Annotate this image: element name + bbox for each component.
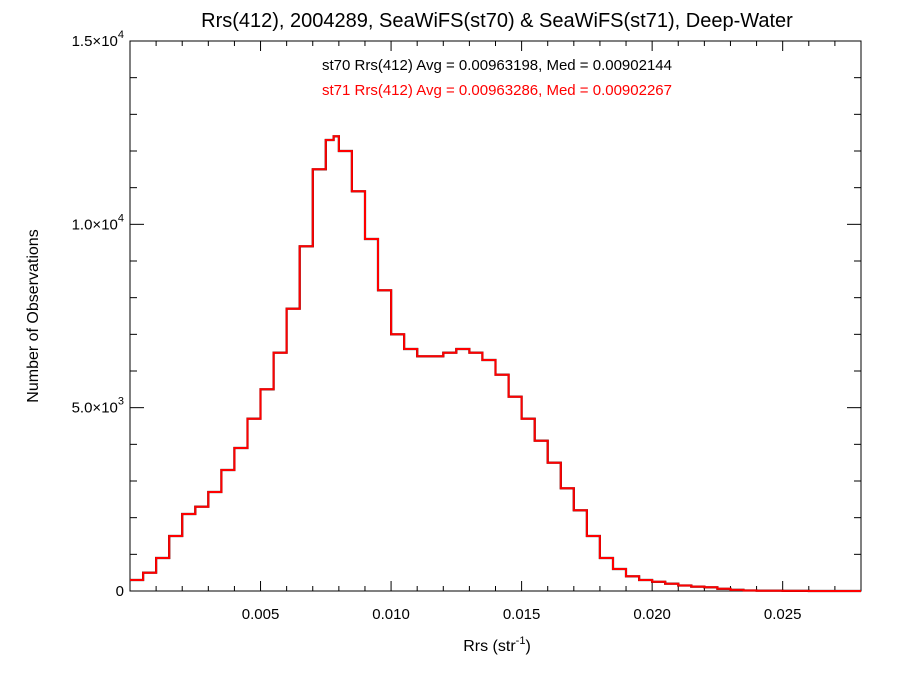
x-tick-label: 0.005 (242, 606, 280, 623)
annotation-st71: st71 Rrs(412) Avg = 0.00963286, Med = 0.… (322, 82, 672, 99)
x-tick-label: 0.020 (633, 606, 671, 623)
axis-ticks (130, 40, 861, 592)
y-tick-label: 0 (116, 583, 124, 600)
x-tick-labels: 0.005 0.010 0.015 0.020 0.025 (242, 606, 802, 623)
y-tick-exponent: 4 (118, 212, 124, 224)
x-axis-label-sup: -1 (516, 635, 526, 647)
x-tick-label: 0.015 (503, 606, 541, 623)
series-line-st71 (130, 135, 861, 592)
y-tick-exponent: 4 (118, 29, 124, 41)
y-tick-mantissa: 1.0×10 (72, 216, 118, 233)
series-group (130, 135, 861, 593)
x-axis-label-end: ) (525, 638, 530, 655)
x-axis-label-text: Rrs (str (463, 638, 516, 655)
y-tick-exponent: 3 (118, 396, 124, 408)
plot-frame (129, 40, 862, 592)
y-tick-label: 1.0×104 (72, 212, 124, 233)
x-tick-label: 0.010 (372, 606, 410, 623)
y-tick-mantissa: 5.0×10 (72, 400, 118, 417)
y-tick-label: 1.5×104 (72, 29, 124, 50)
y-axis-label: Number of Observations (25, 229, 42, 402)
annotation-st70: st70 Rrs(412) Avg = 0.00963198, Med = 0.… (322, 57, 672, 74)
x-axis-label: Rrs (str-1) (463, 635, 531, 655)
y-tick-mantissa: 0 (116, 583, 124, 600)
chart-title: Rrs(412), 2004289, SeaWiFS(st70) & SeaWi… (201, 10, 793, 32)
y-tick-mantissa: 1.5×10 (72, 33, 118, 50)
x-tick-label: 0.025 (764, 606, 802, 623)
y-tick-label: 5.0×103 (72, 396, 124, 417)
